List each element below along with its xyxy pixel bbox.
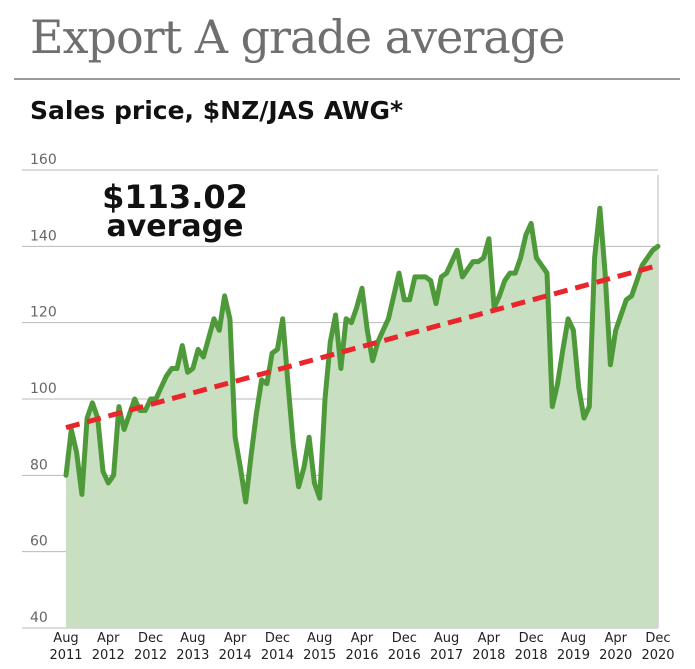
y-tick-label-160: 160 <box>30 152 57 168</box>
y-tick-label-120: 120 <box>30 305 57 321</box>
x-tick-label-month-2: Dec <box>138 631 163 646</box>
chart-title: Export A grade average <box>30 10 565 64</box>
y-tick-label-140: 140 <box>30 228 57 244</box>
x-tick-label-year-2: 2012 <box>134 648 167 663</box>
x-tick-label-year-3: 2013 <box>176 648 209 663</box>
x-tick-label-year-11: 2018 <box>515 648 548 663</box>
x-tick-label-year-0: 2011 <box>49 648 82 663</box>
x-tick-label-month-11: Dec <box>519 631 544 646</box>
y-tick-label-60: 60 <box>30 534 48 550</box>
x-tick-label-month-6: Aug <box>307 631 332 646</box>
x-tick-label-year-5: 2014 <box>261 648 294 663</box>
x-tick-label-month-13: Apr <box>604 631 627 646</box>
x-tick-label-year-1: 2012 <box>92 648 125 663</box>
average-trend-line <box>65 263 659 431</box>
x-tick-label-year-13: 2020 <box>599 648 632 663</box>
x-tick-label-month-7: Apr <box>351 631 374 646</box>
x-tick-label-month-12: Aug <box>561 631 586 646</box>
average-caption-label: average <box>106 209 243 244</box>
average-value-label: $113.02 <box>102 178 248 216</box>
x-tick-label-year-14: 2020 <box>641 648 674 663</box>
x-tick-label-month-4: Apr <box>224 631 247 646</box>
x-tick-label-month-9: Aug <box>434 631 459 646</box>
y-axis-ticks: 40 60 80 100 120 140 160 <box>30 152 57 626</box>
x-tick-label-year-10: 2018 <box>472 648 505 663</box>
x-tick-label-year-8: 2016 <box>388 648 421 663</box>
x-tick-label-month-10: Apr <box>478 631 501 646</box>
title-divider <box>14 78 680 80</box>
x-tick-label-month-8: Dec <box>392 631 417 646</box>
x-tick-label-year-7: 2016 <box>345 648 378 663</box>
x-tick-label-year-9: 2017 <box>430 648 463 663</box>
price-series-line <box>63 205 661 505</box>
x-tick-label-year-4: 2014 <box>219 648 252 663</box>
y-tick-label-80: 80 <box>30 457 48 473</box>
x-tick-label-month-14: Dec <box>645 631 670 646</box>
chart-subtitle: Sales price, $NZ/JAS AWG* <box>30 96 404 125</box>
area-fill <box>66 208 658 628</box>
y-tick-label-100: 100 <box>30 381 57 397</box>
x-tick-label-month-3: Aug <box>180 631 205 646</box>
x-tick-label-month-1: Apr <box>97 631 120 646</box>
x-tick-label-month-5: Dec <box>265 631 290 646</box>
x-tick-label-year-12: 2019 <box>557 648 590 663</box>
x-tick-label-month-0: Aug <box>53 631 78 646</box>
x-axis-ticks: Aug 2011 Apr 2012 Dec 2012 Aug 2013 Apr 2014 Dec 20… <box>49 631 674 663</box>
x-tick-label-year-6: 2015 <box>303 648 336 663</box>
y-tick-label-40: 40 <box>30 610 48 626</box>
